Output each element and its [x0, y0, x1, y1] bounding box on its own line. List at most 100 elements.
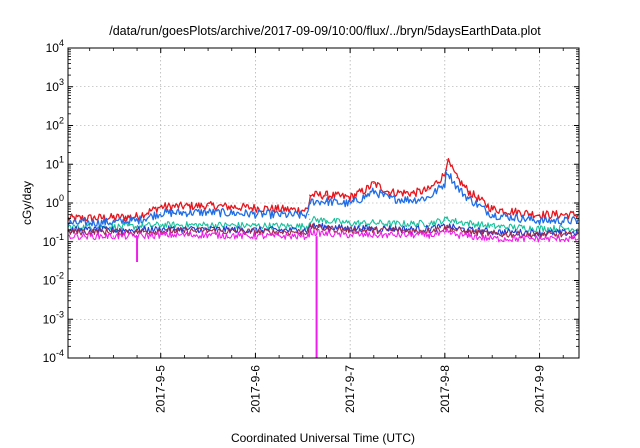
- data-point: [446, 169, 448, 171]
- data-point: [412, 230, 414, 232]
- y-tick-label: 104: [46, 38, 64, 55]
- data-point: [538, 227, 541, 230]
- data-point: [491, 225, 493, 227]
- data-point: [302, 214, 304, 216]
- x-tick-label: 2017-9-7: [343, 365, 357, 413]
- data-point: [309, 200, 311, 202]
- data-point: [309, 218, 311, 220]
- data-point: [456, 177, 458, 179]
- data-point: [456, 229, 458, 231]
- series-line: [67, 228, 579, 243]
- data-point: [207, 211, 209, 213]
- data-point: [365, 189, 367, 191]
- data-point: [428, 234, 430, 236]
- data-point: [456, 227, 458, 230]
- data-point: [365, 222, 367, 224]
- data-point: [349, 196, 351, 198]
- data-point: [254, 229, 257, 231]
- data-point: [309, 231, 311, 233]
- data-point: [302, 229, 304, 231]
- data-point: [254, 213, 257, 215]
- y-tick-label: 102: [46, 116, 64, 133]
- data-point: [325, 233, 328, 235]
- data-point: [412, 199, 414, 201]
- data-point: [349, 222, 351, 224]
- data-point: [349, 203, 351, 205]
- data-point: [428, 222, 430, 224]
- data-point: [446, 159, 448, 161]
- data-point: [207, 205, 209, 207]
- data-point: [456, 234, 458, 236]
- y-axis-ticks: 104 103 102 101 100 10-1 10-2 10-3 10-4: [43, 38, 579, 365]
- data-point: [325, 220, 328, 222]
- data-point: [136, 225, 138, 227]
- y-tick-label: 103: [46, 77, 64, 94]
- y-tick-label: 10-1: [43, 232, 64, 249]
- x-axis-ticks: 2017-9-5 2017-9-6 2017-9-7 2017-9-8 2017-9-9: [89, 48, 564, 413]
- data-point: [254, 225, 257, 227]
- series-line: [67, 223, 579, 239]
- data-point: [349, 234, 351, 236]
- y-tick-label: 10-4: [43, 348, 64, 365]
- data-point: [467, 235, 470, 237]
- series-line: [67, 222, 579, 237]
- data-point: [467, 222, 470, 224]
- data-point: [538, 234, 541, 236]
- x-tick-label: 2017-9-9: [533, 365, 547, 413]
- data-point: [160, 230, 162, 232]
- chart-title: /data/run/goesPlots/archive/2017-09-09/1…: [109, 24, 541, 38]
- data-point: [428, 196, 430, 198]
- data-point: [112, 229, 114, 231]
- data-point: [467, 231, 470, 233]
- y-tick-label: 10-2: [43, 271, 64, 288]
- data-point: [349, 229, 351, 231]
- data-point: [365, 195, 367, 197]
- data-point: [325, 227, 328, 230]
- data-point: [388, 191, 391, 193]
- data-point: [388, 197, 391, 200]
- data-point: [365, 227, 367, 230]
- data-point: [160, 206, 162, 208]
- y-tick-label: 101: [46, 154, 64, 171]
- data-point: [491, 208, 493, 210]
- grid: [68, 48, 579, 358]
- data-point: [112, 221, 114, 223]
- data-point: [365, 234, 367, 236]
- data-point: [136, 231, 138, 233]
- data-point: [412, 223, 414, 225]
- series-line: [67, 171, 579, 228]
- data-point: [388, 227, 391, 230]
- data-point: [373, 222, 375, 224]
- data-point: [491, 233, 493, 235]
- data-point: [412, 192, 414, 194]
- data-point: [160, 234, 162, 236]
- data-point: [207, 228, 209, 230]
- data-point: [136, 220, 138, 222]
- data-point: [136, 215, 138, 218]
- data-point: [428, 189, 430, 191]
- data-point: [302, 225, 304, 227]
- series-1: [67, 157, 580, 222]
- y-axis-label: cGy/day: [20, 181, 34, 225]
- series-line: [67, 215, 579, 233]
- data-point: [302, 209, 304, 211]
- data-point: [373, 190, 375, 192]
- data-point: [373, 182, 375, 185]
- data-point: [444, 182, 446, 185]
- data-point: [446, 217, 448, 220]
- data-point: [467, 197, 470, 200]
- data-point: [373, 234, 375, 236]
- data-point: [325, 194, 328, 196]
- series-group: [67, 157, 580, 358]
- data-point: [538, 220, 541, 222]
- data-point: [446, 231, 448, 233]
- data-point: [456, 221, 458, 223]
- data-point: [538, 214, 541, 216]
- x-axis-label: Coordinated Universal Time (UTC): [231, 431, 415, 445]
- data-point: [207, 230, 209, 232]
- data-point: [325, 226, 328, 228]
- data-point: [160, 224, 162, 226]
- data-point: [207, 224, 209, 226]
- data-point: [444, 173, 446, 175]
